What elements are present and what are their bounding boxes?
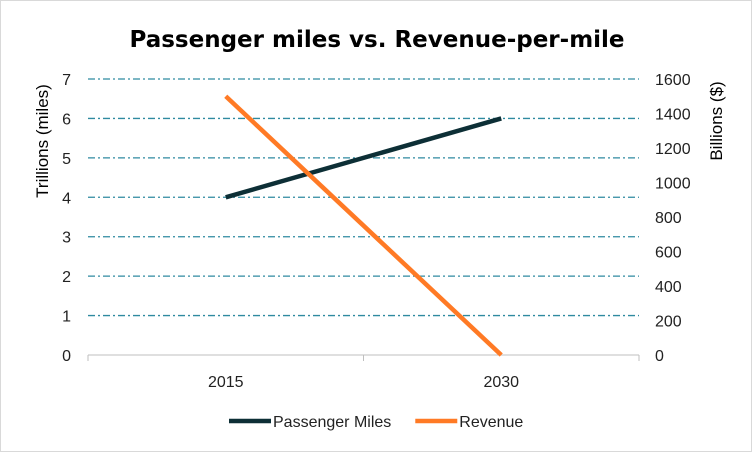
left-tick-label: 4: [62, 190, 71, 207]
left-tick-label: 6: [62, 111, 71, 128]
x-tick-label: 2030: [483, 374, 519, 391]
left-tick-label: 5: [62, 151, 71, 168]
series-lines: [224, 94, 503, 357]
right-tick-label: 800: [655, 210, 682, 227]
right-tick-label: 200: [655, 314, 682, 331]
right-tick-label: 0: [655, 348, 664, 365]
left-tick-label: 1: [62, 309, 71, 326]
right-tick-label: 1400: [655, 107, 691, 124]
right-axis-title: Billions ($): [707, 81, 726, 160]
right-tick-label: 1600: [655, 72, 691, 89]
right-tick-label: 1200: [655, 141, 691, 158]
right-tick-label: 1000: [655, 176, 691, 193]
legend-label-revenue: Revenue: [459, 414, 523, 431]
axes: 2015 2030 0 1 2 3 4 5 6 7 0 200 400 600 800 1000 1200 140…: [62, 72, 691, 391]
legend-label-passenger-miles: Passenger Miles: [273, 414, 391, 431]
left-tick-label: 2: [62, 269, 71, 286]
left-tick-label: 3: [62, 230, 71, 247]
series-line-revenue: [224, 94, 503, 357]
right-tick-label: 400: [655, 279, 682, 296]
gridlines: [88, 78, 639, 317]
chart-title: Passenger miles vs. Revenue-per-mile: [129, 27, 624, 53]
legend: Passenger Miles Revenue: [229, 414, 523, 431]
left-axis-title: Trillions (miles): [33, 84, 52, 198]
right-tick-label: 600: [655, 245, 682, 262]
left-tick-label: 7: [62, 72, 71, 89]
left-tick-label: 0: [62, 348, 71, 365]
x-tick-label: 2015: [208, 374, 244, 391]
series-line-passenger-miles: [225, 116, 502, 200]
